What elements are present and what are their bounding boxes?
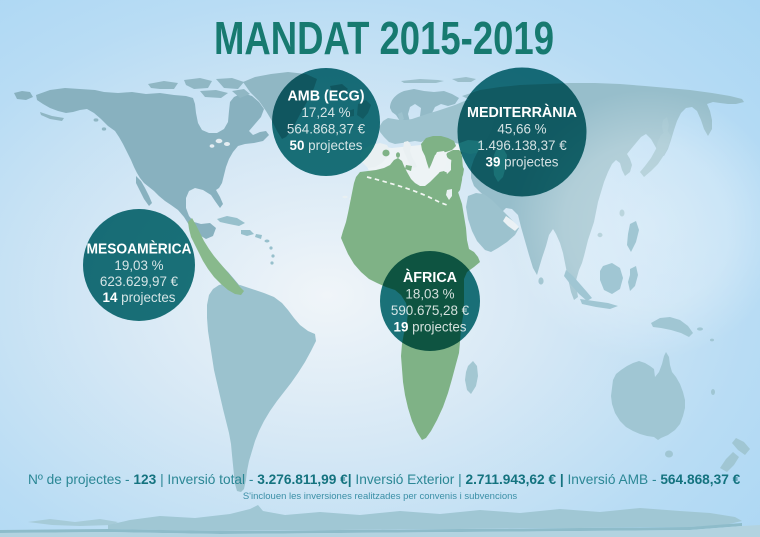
svg-text:623.629,97 €: 623.629,97 € <box>100 274 179 289</box>
svg-text:45,66 %: 45,66 % <box>497 122 546 137</box>
svg-text:39 projectes: 39 projectes <box>486 155 559 170</box>
svg-text:MANDAT 2015-2019: MANDAT 2015-2019 <box>214 12 554 64</box>
svg-text:Nº de projectes - 123 | Invers: Nº de projectes - 123 | Inversió total -… <box>28 472 741 487</box>
svg-text:19,03 %: 19,03 % <box>114 258 163 273</box>
svg-text:S'inclouen les inversiones rea: S'inclouen les inversiones realitzades p… <box>243 491 518 502</box>
svg-text:590.675,28 €: 590.675,28 € <box>391 303 470 318</box>
svg-text:14 projectes: 14 projectes <box>103 290 176 305</box>
svg-text:ÀFRICA: ÀFRICA <box>403 269 457 286</box>
svg-text:564.868,37 €: 564.868,37 € <box>287 122 366 137</box>
svg-text:19 projectes: 19 projectes <box>394 320 467 335</box>
svg-text:AMB (ECG): AMB (ECG) <box>287 89 364 105</box>
svg-text:50 projectes: 50 projectes <box>290 138 363 153</box>
svg-text:1.496.138,37 €: 1.496.138,37 € <box>477 138 567 153</box>
svg-text:18,03 %: 18,03 % <box>405 287 454 302</box>
svg-text:MEDITERRÀNIA: MEDITERRÀNIA <box>467 104 577 121</box>
svg-text:MESOAMÈRICA: MESOAMÈRICA <box>87 241 192 258</box>
svg-text:17,24 %: 17,24 % <box>301 105 350 120</box>
